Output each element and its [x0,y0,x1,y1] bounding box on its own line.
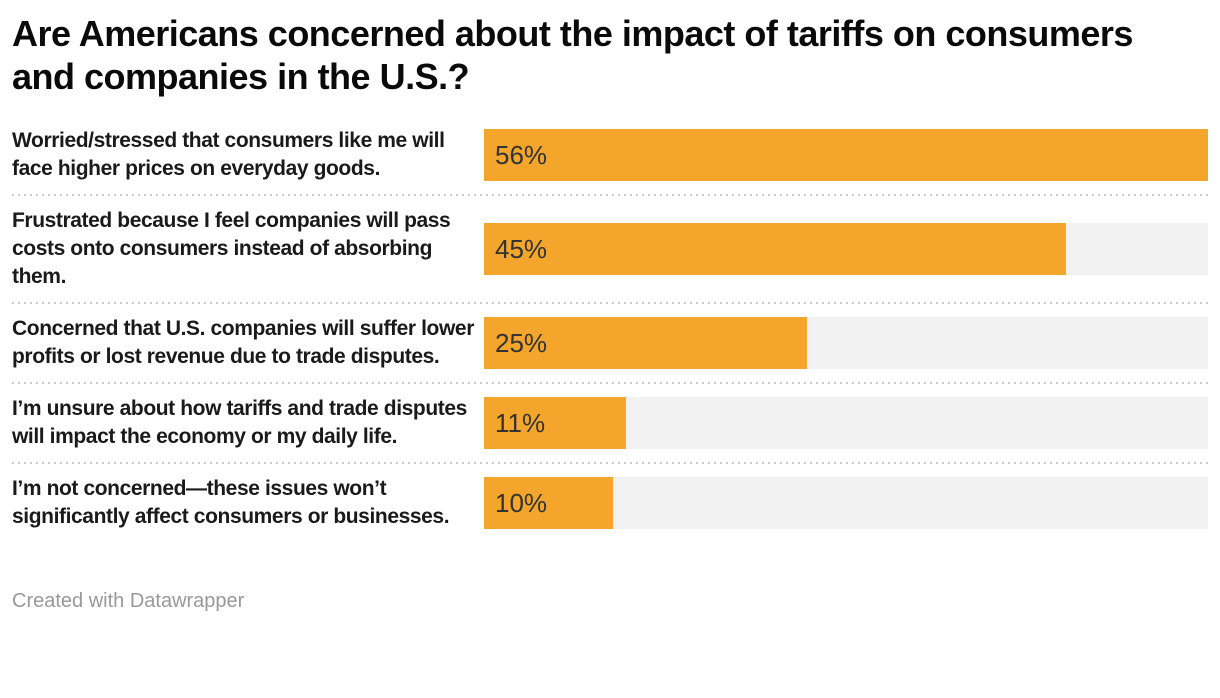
bar-row-3: Concerned that U.S. companies will suffe… [12,304,1208,382]
bar-fill-3: 25% [484,317,808,369]
bar-track-1: 56% [484,129,1208,181]
row-separator-2 [12,302,1208,304]
bar-fill-1: 56% [484,129,1208,181]
bar-chart: Worried/stressed that consumers like me … [12,116,1208,542]
chart-title: Are Americans concerned about the impact… [12,13,1133,97]
row-separator-1 [12,194,1208,196]
bar-row-2: Frustrated because I feel companies will… [12,196,1208,302]
row-separator-3 [12,382,1208,384]
bar-track-2: 45% [484,223,1208,275]
bar-track-3: 25% [484,317,1208,369]
attribution-link[interactable]: Created with Datawrapper [12,590,245,612]
value-label-4: 11% [495,407,546,438]
category-label-3: Concerned that U.S. companies will suffe… [12,317,474,368]
bar-fill-4: 11% [484,397,627,449]
row-separator-4 [12,462,1208,464]
value-label-1: 56% [495,139,548,170]
category-label-5: I’m not concerned—these issues won’t sig… [12,477,450,528]
bar-fill-2: 45% [484,223,1066,275]
bar-fill-5: 10% [484,477,614,529]
bar-row-5: I’m not concerned—these issues won’t sig… [12,464,1208,542]
bar-row-4: I’m unsure about how tariffs and trade d… [12,384,1208,462]
bar-track-4: 11% [484,397,1208,449]
category-label-2: Frustrated because I feel companies will… [12,209,451,288]
bar-row-1: Worried/stressed that consumers like me … [12,116,1208,194]
value-label-5: 10% [495,487,548,518]
category-label-4: I’m unsure about how tariffs and trade d… [12,397,467,448]
attribution: Created with Datawrapper [12,590,1208,613]
value-label-2: 45% [495,233,548,264]
category-label-1: Worried/stressed that consumers like me … [12,129,445,180]
value-label-3: 25% [495,327,548,358]
bar-track-5: 10% [484,477,1208,529]
